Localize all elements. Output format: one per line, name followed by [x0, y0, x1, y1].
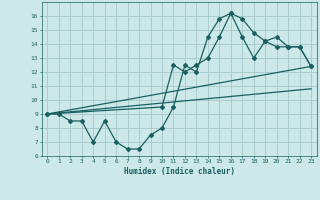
X-axis label: Humidex (Indice chaleur): Humidex (Indice chaleur) [124, 167, 235, 176]
